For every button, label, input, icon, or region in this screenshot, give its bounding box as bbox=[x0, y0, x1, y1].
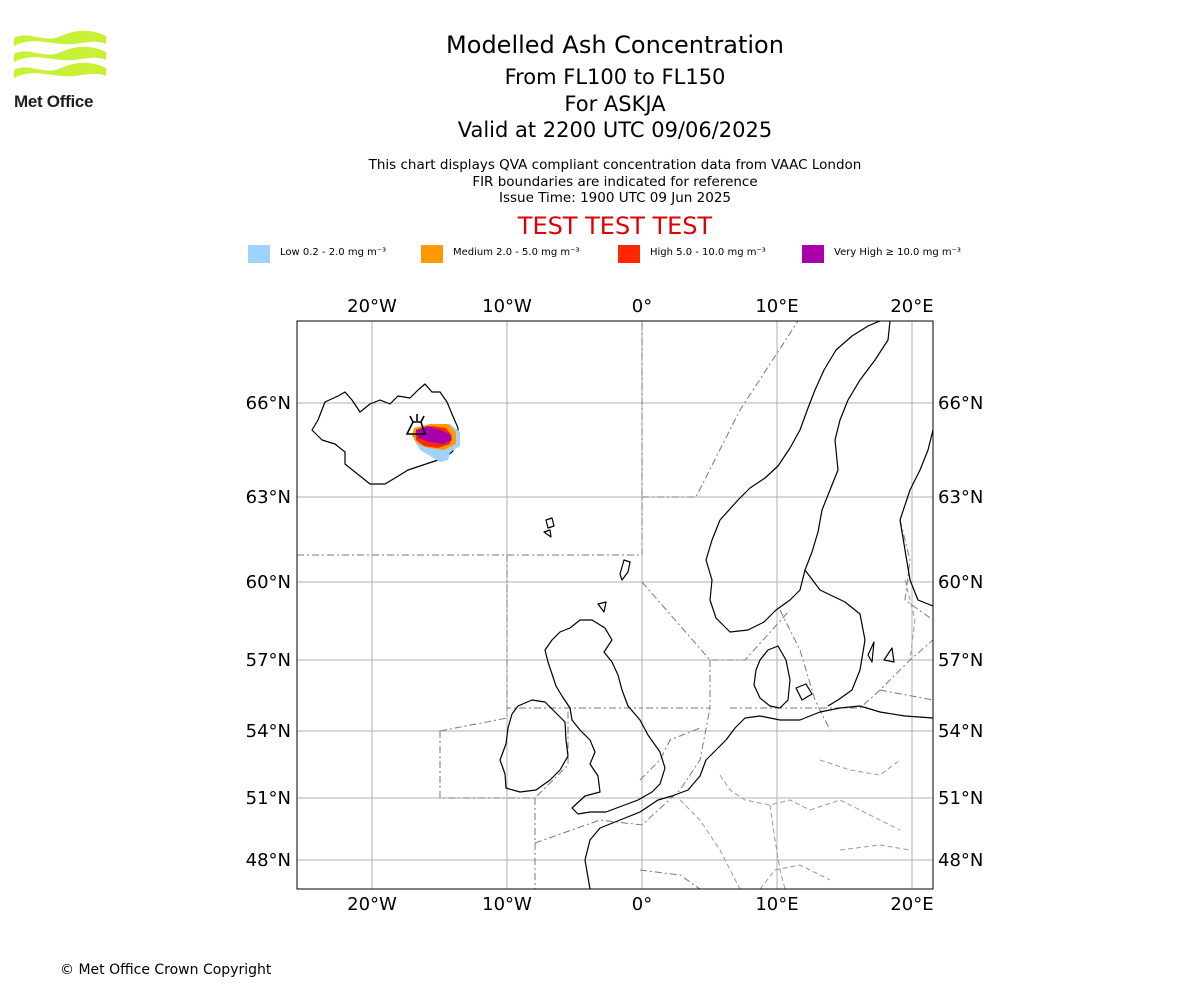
lon-label-top-20e: 20°E bbox=[890, 296, 933, 317]
legend-swatch-low bbox=[248, 245, 270, 263]
met-office-wave-icon bbox=[14, 30, 106, 78]
lat-label-right-57n: 57°N bbox=[938, 650, 983, 671]
coast-denmark bbox=[753, 645, 791, 709]
lon-label-top-0: 0° bbox=[632, 296, 652, 317]
lat-label-left-48n: 48°N bbox=[246, 850, 291, 871]
fir-boundary-north bbox=[297, 321, 643, 556]
legend-label-medium: Medium 2.0 - 5.0 mg m⁻³ bbox=[453, 247, 580, 258]
border-pl bbox=[819, 759, 901, 776]
border-se-fi bbox=[904, 579, 916, 661]
lat-label-left-66n: 66°N bbox=[246, 393, 291, 414]
fir-boundary-france bbox=[639, 869, 701, 889]
lat-label-right-63n: 63°N bbox=[938, 487, 983, 508]
lon-label-bottom-20w: 20°W bbox=[347, 894, 397, 915]
subtitle-line-2: FIR boundaries are indicated for referen… bbox=[472, 173, 758, 190]
test-banner: TEST TEST TEST bbox=[517, 212, 713, 240]
lat-label-right-51n: 51°N bbox=[938, 788, 983, 809]
fir-boundary-norway bbox=[642, 321, 799, 498]
legend-swatch-very-high bbox=[802, 245, 824, 263]
legend-label-low: Low 0.2 - 2.0 mg m⁻³ bbox=[280, 247, 387, 258]
flight-levels: From FL100 to FL150 bbox=[504, 65, 726, 89]
coast-zealand bbox=[795, 683, 813, 701]
coastlines bbox=[311, 321, 933, 889]
border-de-fr bbox=[769, 804, 786, 889]
lon-label-top-10w: 10°W bbox=[482, 296, 532, 317]
valid-time: Valid at 2200 UTC 09/06/2025 bbox=[457, 118, 773, 142]
coast-bothnia bbox=[899, 429, 933, 521]
country-borders bbox=[679, 579, 916, 889]
coast-shetland bbox=[619, 559, 631, 581]
fir-boundary-north-sea bbox=[641, 581, 791, 661]
coast-continent bbox=[584, 705, 933, 889]
lat-label-right-48n: 48°N bbox=[938, 850, 983, 871]
coast-iceland bbox=[311, 383, 459, 485]
lon-label-top-10e: 10°E bbox=[755, 296, 798, 317]
lat-label-right-60n: 60°N bbox=[938, 572, 983, 593]
coast-oland bbox=[867, 641, 875, 663]
chart-title: Modelled Ash Concentration bbox=[446, 31, 784, 59]
met-office-logo: Met Office bbox=[14, 30, 109, 112]
lat-label-left-51n: 51°N bbox=[246, 788, 291, 809]
lon-label-bottom-0: 0° bbox=[632, 894, 652, 915]
legend-label-very-high: Very High ≥ 10.0 mg m⁻³ bbox=[834, 247, 961, 258]
border-cz bbox=[839, 844, 911, 851]
fir-boundary-nl bbox=[639, 727, 701, 781]
coast-sweden-east bbox=[804, 569, 866, 707]
fir-boundary-finland bbox=[879, 689, 933, 701]
ash-very-high bbox=[416, 426, 452, 444]
lon-label-bottom-10e: 10°E bbox=[755, 894, 798, 915]
legend-label-high: High 5.0 - 10.0 mg m⁻³ bbox=[650, 247, 766, 258]
map-frame bbox=[296, 320, 934, 890]
coast-faroe bbox=[545, 517, 555, 529]
coast-norway-north bbox=[719, 321, 881, 521]
lat-label-left-54n: 54°N bbox=[246, 721, 291, 742]
coast-faroe-2 bbox=[543, 529, 552, 538]
lon-labels-top: 20°W 10°W 0° 10°E 20°E bbox=[347, 296, 933, 317]
logo-text: Met Office bbox=[14, 92, 94, 111]
lon-label-top-20w: 20°W bbox=[347, 296, 397, 317]
legend-swatch-high bbox=[618, 245, 640, 263]
lat-label-left-60n: 60°N bbox=[246, 572, 291, 593]
border-at bbox=[759, 864, 831, 889]
fir-boundary-denmark bbox=[779, 609, 831, 731]
legend-swatch-medium bbox=[421, 245, 443, 263]
issue-time: Issue Time: 1900 UTC 09 Jun 2025 bbox=[499, 190, 731, 206]
lon-label-bottom-20e: 20°E bbox=[890, 894, 933, 915]
lat-labels-left: 66°N 63°N 60°N 57°N 54°N 51°N 48°N bbox=[246, 393, 291, 871]
lat-label-right-54n: 54°N bbox=[938, 721, 983, 742]
coast-great-britain bbox=[544, 619, 666, 815]
lat-label-left-63n: 63°N bbox=[246, 487, 291, 508]
chart-subtitle: This chart displays QVA compliant concen… bbox=[315, 157, 915, 207]
map-background bbox=[297, 321, 933, 889]
lon-labels-bottom: 20°W 10°W 0° 10°E 20°E bbox=[347, 894, 933, 915]
chart-title-details: From FL100 to FL150 For ASKJA Valid at 2… bbox=[315, 64, 915, 144]
volcano-name: For ASKJA bbox=[564, 91, 666, 116]
border-de-pl bbox=[809, 799, 901, 831]
coast-finland bbox=[899, 519, 933, 607]
volcano-icon bbox=[405, 414, 427, 435]
fir-boundaries bbox=[297, 321, 933, 889]
subtitle-line-1: This chart displays QVA compliant concen… bbox=[368, 157, 862, 173]
lat-labels-right: 66°N 63°N 60°N 57°N 54°N 51°N 48°N bbox=[938, 393, 983, 871]
lat-label-right-66n: 66°N bbox=[938, 393, 983, 414]
lon-label-bottom-10w: 10°W bbox=[482, 894, 532, 915]
coast-gotland bbox=[883, 647, 895, 663]
fir-boundary-channel bbox=[534, 707, 711, 844]
coast-ireland bbox=[499, 699, 569, 793]
coast-orkney bbox=[597, 601, 607, 613]
fir-boundary-sweden bbox=[899, 519, 933, 621]
border-de-nl bbox=[719, 774, 811, 811]
copyright: © Met Office Crown Copyright bbox=[60, 962, 272, 978]
lat-label-left-57n: 57°N bbox=[246, 650, 291, 671]
